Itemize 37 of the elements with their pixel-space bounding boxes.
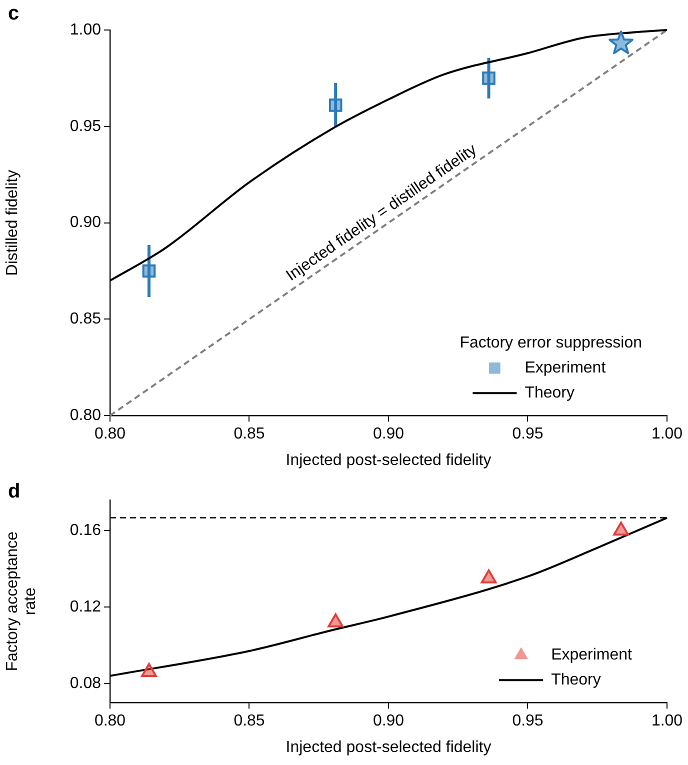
point [613, 522, 629, 536]
legend-title: Factory error suppression [460, 334, 642, 352]
y-tick-label: 0.16 [70, 522, 102, 539]
x-tick-label: 0.85 [234, 426, 265, 443]
x-tick-label: 0.95 [512, 712, 544, 730]
legend-label: Experiment [551, 646, 633, 664]
legend-label: Theory [524, 384, 575, 402]
y-tick-label: 0.08 [70, 674, 102, 692]
x-axis-title: Injected post-selected fidelity [286, 452, 492, 469]
legend-label: Theory [551, 672, 601, 689]
x-tick-label: 1.00 [651, 426, 683, 443]
y-axis-title: Distilled fidelity [4, 170, 22, 276]
point [480, 569, 497, 584]
y-tick-label: 0.12 [70, 598, 102, 616]
point [328, 98, 342, 112]
x-tick-label: 0.80 [94, 712, 126, 730]
y-tick-label: 0.95 [70, 118, 102, 135]
x-tick-label: 1.00 [651, 712, 683, 730]
x-tick-label: 0.80 [94, 426, 126, 443]
x-tick-label: 0.90 [372, 426, 404, 443]
y-tick-label: 0.80 [70, 407, 102, 424]
x-tick-label: 0.95 [512, 426, 544, 443]
y-tick-label: 0.90 [70, 214, 102, 232]
y-tick-label: 1.00 [70, 21, 102, 38]
point [328, 613, 344, 628]
x-tick-label: 0.90 [372, 712, 404, 730]
text: c [8, 2, 20, 25]
legend-label: Experiment [524, 360, 606, 377]
point [608, 30, 634, 54]
y-axis-title: Factory acceptance rate [4, 531, 39, 672]
point [141, 663, 157, 678]
x-tick-label: 0.85 [234, 712, 265, 730]
y-tick-label: 0.85 [70, 310, 102, 328]
x-axis-title: Injected post-selected fidelity [286, 738, 492, 756]
point [482, 72, 496, 85]
point [142, 264, 156, 278]
text: d [8, 480, 20, 503]
